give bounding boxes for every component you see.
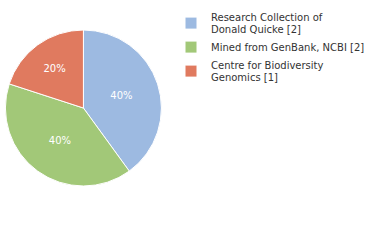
svg-text:20%: 20% xyxy=(43,63,65,74)
svg-text:Research Collection ofDonald Q: Research Collection ofDonald Quicke [2] xyxy=(211,12,323,36)
svg-text:Mined from GenBank, NCBI [2]: Mined from GenBank, NCBI [2] xyxy=(211,42,364,53)
svg-text:40%: 40% xyxy=(49,135,71,146)
svg-text:Centre for BiodiversityGenomic: Centre for BiodiversityGenomics [1] xyxy=(211,60,324,84)
svg-text:40%: 40% xyxy=(110,90,132,101)
